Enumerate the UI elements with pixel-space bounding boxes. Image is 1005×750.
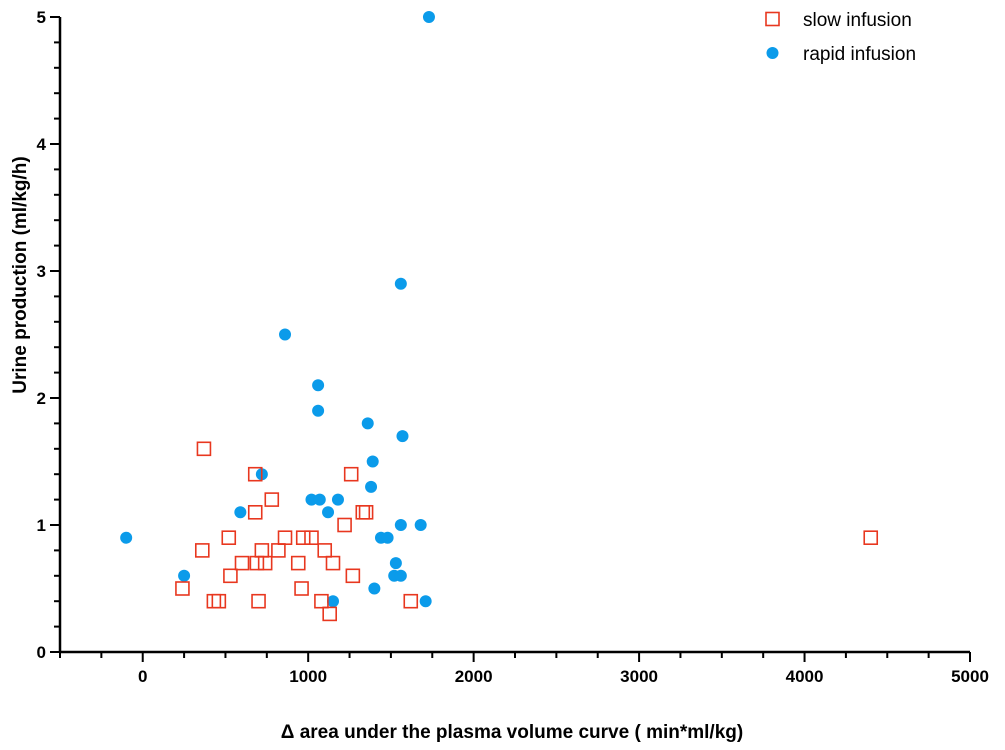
y-tick-label: 4 [37,135,47,154]
rapid-infusion-point [366,455,379,468]
x-tick-label: 1000 [289,667,327,686]
y-tick-label: 5 [37,8,46,27]
rapid-infusion-point [394,277,407,290]
slow-infusion-point [251,593,266,609]
x-tick-label: 4000 [786,667,824,686]
rapid-infusion-point [279,328,292,341]
slow-infusion-point [294,581,309,596]
rapid-infusion-point [381,531,394,544]
x-tick-label: 3000 [620,667,658,686]
rapid-infusion-point [396,430,409,443]
legend-marker-rapid-infusion [766,47,779,59]
slow-infusion-point [863,530,879,546]
rapid-infusion-point [394,519,407,531]
y-axis-title: Urine production (ml/kg/h) [10,156,31,394]
rapid-infusion-point [394,569,407,582]
rapid-infusion-point [419,595,432,608]
slow-infusion-point [322,606,337,622]
slow-infusion-point [358,504,374,520]
x-axis-title: Δ area under the plasma volume curve ( m… [281,722,743,743]
rapid-infusion-point [322,506,335,519]
y-tick-label: 0 [37,643,46,662]
slow-infusion-point [277,530,293,546]
slow-infusion-point [403,593,419,609]
slow-infusion-point [175,581,190,596]
slow-infusion-point [295,530,311,546]
rapid-infusion-point [120,531,133,544]
slow-infusion-point [314,593,329,609]
slow-infusion-point [355,504,371,520]
rapid-infusion-point [389,557,402,570]
slow-infusion-point [247,504,263,520]
slow-infusion-point [234,555,250,571]
rapid-infusion-point [305,493,318,506]
slow-infusion-point [221,530,237,546]
rapid-infusion-point [365,480,378,493]
rapid-infusion-point [178,569,191,582]
rapid-infusion-point [331,493,344,506]
legend-label: rapid infusion [803,44,916,65]
slow-infusion-point [337,517,352,533]
slow-infusion-point [194,543,210,558]
x-tick-label: 0 [138,667,147,686]
slow-infusion-point [206,593,222,609]
rapid-infusion-point [327,595,339,608]
slow-infusion-point [325,555,341,571]
slow-infusion-point [223,568,238,584]
slow-infusion-point [317,543,333,558]
slow-infusion-point [254,543,270,558]
legend-marker-slow-infusion [765,11,780,27]
slow-infusion-point [290,555,306,571]
slow-infusion-point [211,593,227,609]
rapid-infusion-point [414,519,427,531]
rapid-infusion-point [361,417,374,430]
slow-infusion-point [247,466,263,482]
slow-infusion-point [271,543,286,558]
legend: slow infusion rapid infusion [765,10,916,65]
slow-infusion-point [345,568,361,584]
rapid-infusion-point [312,379,325,392]
x-tick-label: 5000 [951,667,989,686]
rapid-infusion-point [368,582,381,595]
rapid-infusion-point [312,404,325,417]
rapid-infusion-point [234,506,247,519]
slow-infusion-point [343,466,359,482]
slow-infusion-point [257,555,273,571]
y-tick-label: 2 [37,389,46,408]
slow-infusion-point [249,555,265,571]
legend-label: slow infusion [803,10,912,31]
slow-infusion-point [264,492,280,507]
slow-infusion-point [196,441,212,457]
y-tick-label: 1 [37,516,46,535]
rapid-infusion-point [313,493,326,506]
ticks: 0 1000 2000 3000 4000 5000 0 1 2 3 4 5 [37,8,989,686]
slow-infusion-point [304,530,319,546]
x-tick-label: 2000 [455,667,493,686]
y-tick-label: 3 [37,262,46,281]
data-marks [120,11,879,622]
rapid-infusion-point [422,11,435,23]
